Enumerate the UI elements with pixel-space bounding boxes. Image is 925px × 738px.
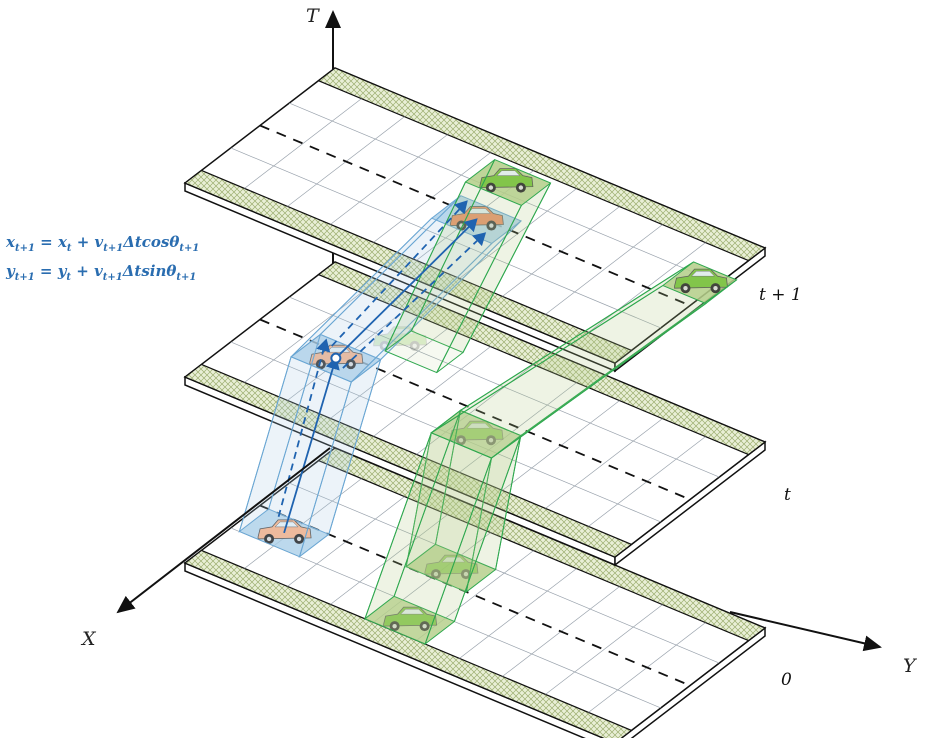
lane-divider [259, 504, 691, 687]
other-frustum-t-t1 [430, 261, 738, 459]
other-frustum-0-t-b [363, 408, 522, 646]
shoulder-near [183, 363, 633, 558]
other-car-0a [424, 554, 479, 580]
t-axis-label: T [306, 5, 320, 27]
motion-equations: xt+1 = xt + vt+1Δtcosθt+1 yt+1 = yt + vt… [5, 233, 199, 283]
layer-label-t-plus-1: t + 1 [759, 285, 802, 305]
motion-arrow [342, 232, 487, 369]
ego-center-marker [330, 352, 342, 364]
motion-arrow [335, 218, 478, 359]
motion-arrow [331, 200, 468, 347]
motion-arrow [277, 338, 331, 517]
equation-x: xt+1 = xt + vt+1Δtcosθt+1 [5, 233, 199, 254]
layer-label-0: 0 [781, 670, 792, 690]
ego-car-t1 [449, 206, 504, 231]
equation-y: yt+1 = yt + vt+1Δtsinθt+1 [5, 262, 196, 283]
other-car-0b [383, 606, 438, 632]
y-axis [729, 611, 882, 652]
ego-frustum-t-t1 [290, 195, 522, 383]
lane-divider [259, 124, 691, 307]
trajectories [238, 158, 738, 646]
x-axis [116, 447, 331, 614]
x-axis-label: X [80, 628, 97, 650]
other-car-t1a [479, 168, 534, 193]
other-car-t1b [674, 268, 728, 294]
layer-label-t: t [784, 485, 791, 505]
shoulder-near [183, 549, 633, 738]
y-axis-label: Y [903, 655, 918, 677]
motion-arrow [283, 356, 340, 534]
shoulder-far [317, 67, 767, 262]
shoulder-near [183, 169, 633, 364]
road-grid [230, 98, 720, 333]
other-car-t [449, 420, 504, 446]
